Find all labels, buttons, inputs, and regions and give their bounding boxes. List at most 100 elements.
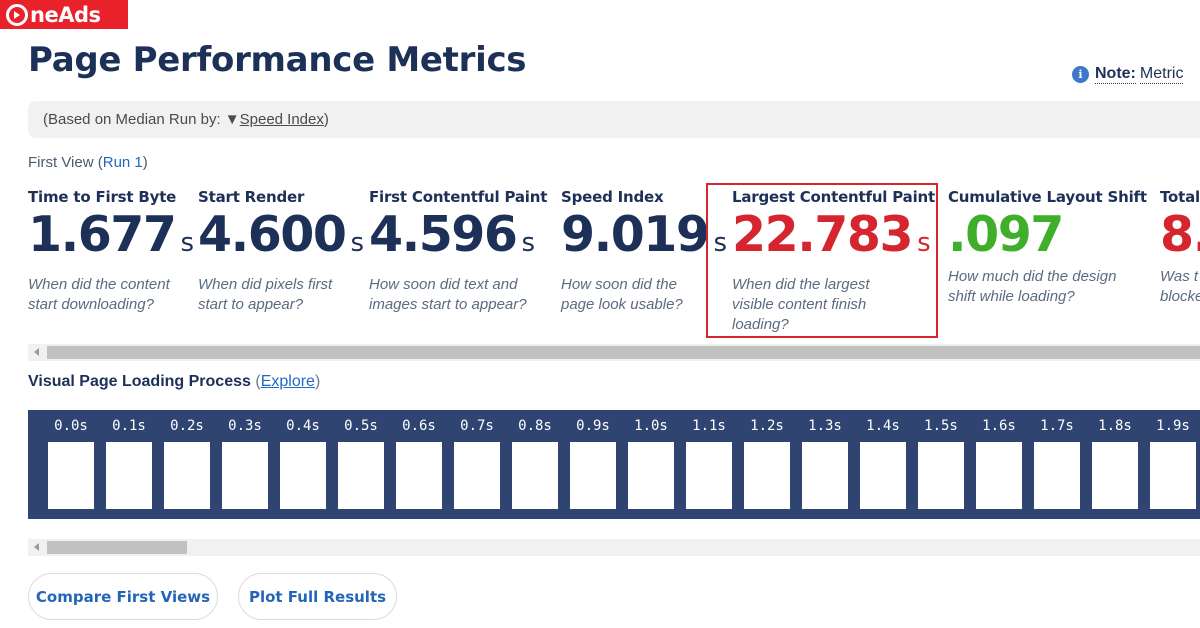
filmstrip-frame[interactable]: 1.4s [858,418,908,509]
filmstrip-scroll-thumb[interactable] [47,541,187,554]
filmstrip-frame[interactable]: 0.1s [104,418,154,509]
filmstrip-frame[interactable]: 1.5s [916,418,966,509]
filmstrip-frame[interactable]: 0.8s [510,418,560,509]
frame-thumbnail[interactable] [1034,442,1080,509]
metric-value: .097 [948,209,1148,261]
frame-time-label: 0.1s [112,418,146,434]
filmstrip-frame[interactable]: 0.4s [278,418,328,509]
note-text: Metric [1139,65,1184,84]
frame-thumbnail[interactable] [48,442,94,509]
filmstrip-frame[interactable]: 0.5s [336,418,386,509]
metric-description: How soon did the page look usable? [561,276,683,313]
metric-number: 22.783 [732,206,914,263]
filmstrip-frame[interactable]: 1.0s [626,418,676,509]
filmstrip-frame[interactable]: 0.6s [394,418,444,509]
median-run-suffix: ) [323,111,329,128]
page-title: Page Performance Metrics [28,40,527,80]
filmstrip-frame[interactable]: 1.6s [974,418,1024,509]
frame-thumbnail[interactable] [396,442,442,509]
frame-time-label: 1.9s [1156,418,1190,434]
metric-description: How soon did text and images start to ap… [369,276,527,313]
metric-unit: s [180,228,195,258]
metric-note[interactable]: i Note: Metric [1072,65,1184,84]
filmstrip-frame[interactable]: 0.0s [46,418,96,509]
first-view-prefix: First View ( [28,154,103,171]
frame-thumbnail[interactable] [164,442,210,509]
median-metric-selector[interactable]: Speed Index [239,111,324,128]
filmstrip-frame[interactable]: 1.3s [800,418,850,509]
lcp-highlight-box [706,183,938,338]
frame-thumbnail[interactable] [570,442,616,509]
frame-time-label: 1.1s [692,418,726,434]
explore-close-paren: ) [314,373,321,390]
frame-thumbnail[interactable] [976,442,1022,509]
scroll-left-arrow-icon[interactable] [34,543,39,551]
metric-unit: s [917,228,931,258]
scroll-left-arrow-icon[interactable] [34,348,39,356]
metric-number: 9.019 [561,206,710,263]
filmstrip-frame[interactable]: 1.2s [742,418,792,509]
frame-thumbnail[interactable] [512,442,558,509]
metric-value: 22.783 s [732,209,932,269]
metric-lcp: Largest Contentful Paint 22.783 s When di… [732,188,935,335]
frame-time-label: 1.5s [924,418,958,434]
metric-number: 1.677 [28,206,177,263]
metric-label: Cumulative Layout Shift [948,188,1147,206]
frame-thumbnail[interactable] [106,442,152,509]
frame-thumbnail[interactable] [338,442,384,509]
filmstrip-frame[interactable]: 0.7s [452,418,502,509]
frame-thumbnail[interactable] [860,442,906,509]
median-run-prefix: (Based on Median Run by: ▼ [43,111,240,128]
metric-label: Speed Index [561,188,664,206]
metric-label: Start Render [198,188,305,206]
metric-start-render: Start Render 4.600 s When did pixels firs… [198,188,364,315]
metric-description: When did the largest visible content fin… [732,276,870,333]
visual-loading-title: Visual Page Loading Process [28,373,251,390]
filmstrip-scrollbar[interactable] [28,539,1200,556]
frame-time-label: 0.7s [460,418,494,434]
frame-time-label: 1.3s [808,418,842,434]
metric-ttfb: Time to First Byte 1.677 s When did the c… [28,188,194,315]
filmstrip-frame[interactable]: 0.9s [568,418,618,509]
frame-time-label: 1.0s [634,418,668,434]
frame-thumbnail[interactable] [1150,442,1196,509]
frame-thumbnail[interactable] [628,442,674,509]
explore-link[interactable]: Explore [260,373,315,390]
frame-thumbnail[interactable] [686,442,732,509]
metric-number: 4.596 [369,206,518,263]
frame-time-label: 0.2s [170,418,204,434]
filmstrip-frame[interactable]: 1.9s [1148,418,1198,509]
run-link[interactable]: Run 1 [102,154,143,171]
metrics-scrollbar[interactable] [28,344,1200,361]
frame-thumbnail[interactable] [454,442,500,509]
metric-cls: Cumulative Layout Shift .097 How much di… [948,188,1148,307]
metric-number: 8. [1160,206,1200,263]
filmstrip-frame[interactable]: 0.2s [162,418,212,509]
metric-value: 9.019 s [561,209,727,269]
frame-thumbnail[interactable] [802,442,848,509]
metric-unit: s [350,228,365,258]
plot-full-results-button[interactable]: Plot Full Results [238,573,397,620]
frame-thumbnail[interactable] [918,442,964,509]
metric-unit: s [521,228,536,258]
note-label: Note: [1095,65,1136,84]
frame-thumbnail[interactable] [222,442,268,509]
frame-thumbnail[interactable] [280,442,326,509]
frame-thumbnail[interactable] [1092,442,1138,509]
first-view-suffix: ) [142,154,148,171]
metric-speed-index: Speed Index 9.019 s How soon did the page… [561,188,727,315]
metric-description: Was t blocke [1160,268,1200,305]
filmstrip-frame[interactable]: 1.8s [1090,418,1140,509]
frame-time-label: 1.8s [1098,418,1132,434]
frame-thumbnail[interactable] [744,442,790,509]
filmstrip-frame[interactable]: 1.1s [684,418,734,509]
compare-first-views-button[interactable]: Compare First Views [28,573,218,620]
frame-time-label: 1.4s [866,418,900,434]
frame-time-label: 1.7s [1040,418,1074,434]
filmstrip: 0.0s 0.1s 0.2s 0.3s 0.4s 0.5s 0.6s 0.7s 0.8s 0.9s… [28,410,1200,519]
metrics-scroll-thumb[interactable] [47,346,1200,359]
metric-number: 4.600 [198,206,347,263]
explore-open-paren: ( [255,373,261,390]
filmstrip-frame[interactable]: 1.7s [1032,418,1082,509]
filmstrip-frame[interactable]: 0.3s [220,418,270,509]
